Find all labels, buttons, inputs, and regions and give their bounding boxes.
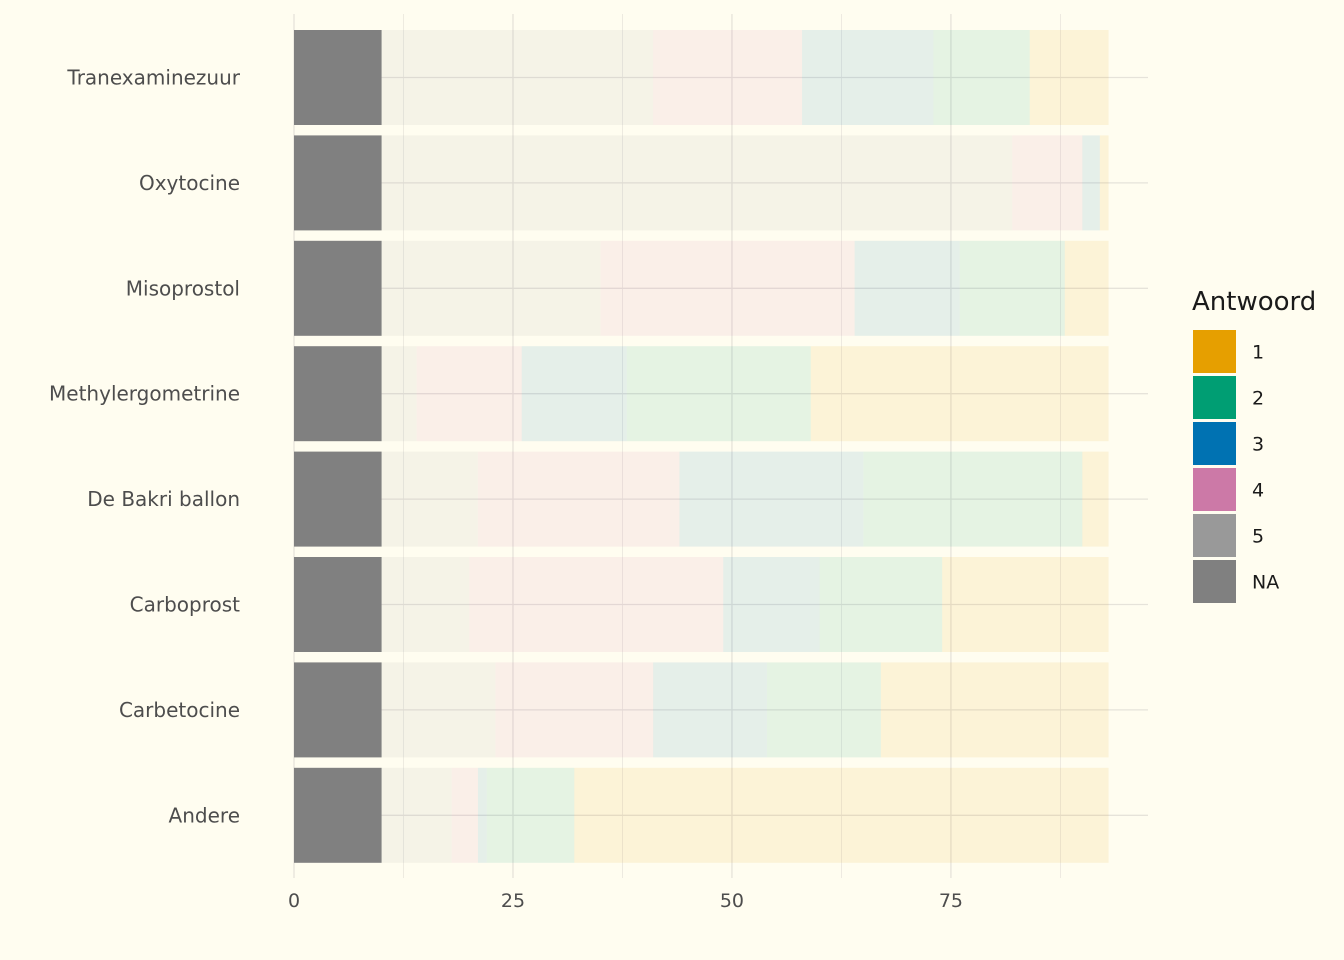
- y-tick-label-tranexaminezuur: Tranexaminezuur: [66, 66, 240, 90]
- legend-label-5: 5: [1252, 526, 1264, 548]
- bar-tranexaminezuur-1: [1029, 30, 1109, 125]
- bar-tranexaminezuur-4: [653, 30, 803, 125]
- x-tick-label-0: 0: [288, 890, 300, 912]
- bar-carboprost-2: [819, 557, 943, 652]
- bar-tranexaminezuur-2: [933, 30, 1030, 125]
- bar-misoprostol-1: [1064, 240, 1109, 336]
- bar-carboprost-4: [469, 557, 724, 652]
- bar-carboprost-na: [294, 557, 382, 652]
- y-axis: Tranexaminezuur Oxytocine Misoprostol Methy…: [49, 66, 241, 828]
- legend-label-4: 4: [1252, 480, 1264, 502]
- bar-oxytocine-5: [381, 135, 1013, 231]
- bar-de-bakri-ballon-5: [381, 451, 478, 547]
- y-tick-label-andere: Andere: [169, 803, 240, 827]
- legend-title: Antwoord: [1192, 287, 1316, 317]
- bar-carbetocine-2: [766, 662, 881, 758]
- bar-andere-4: [451, 767, 478, 863]
- bar-andere-5: [381, 767, 452, 863]
- bars: [294, 30, 1109, 863]
- bar-misoprostol-4: [600, 240, 855, 336]
- bar-methylergometrine-2: [626, 346, 811, 442]
- bar-andere-3: [477, 767, 487, 863]
- x-axis: 0 25 50 75: [288, 890, 963, 912]
- x-tick-label-75: 75: [939, 890, 963, 912]
- bar-andere-2: [486, 767, 575, 863]
- x-tick-label-25: 25: [501, 890, 525, 912]
- bar-methylergometrine-5: [381, 346, 417, 442]
- bar-oxytocine-4: [1012, 135, 1083, 231]
- y-tick-label-carbetocine: Carbetocine: [119, 698, 240, 722]
- legend-label-2: 2: [1252, 388, 1264, 410]
- legend-label-3: 3: [1252, 434, 1264, 456]
- grid-lines: [293, 14, 1148, 878]
- bar-methylergometrine-4: [416, 346, 522, 442]
- legend-key-3: [1193, 422, 1236, 465]
- bar-de-bakri-ballon-2: [863, 451, 1083, 547]
- bar-andere-1: [574, 767, 1109, 863]
- bar-misoprostol-na: [294, 240, 382, 336]
- legend-label-na: NA: [1252, 572, 1279, 594]
- bar-de-bakri-ballon-1: [1082, 451, 1109, 547]
- bar-carbetocine-4: [495, 662, 654, 758]
- bar-misoprostol-2: [959, 240, 1065, 336]
- legend-key-1: [1193, 330, 1236, 373]
- bar-methylergometrine-na: [294, 346, 382, 442]
- bar-methylergometrine-1: [810, 346, 1109, 442]
- bar-misoprostol-5: [381, 240, 601, 336]
- bar-tranexaminezuur-5: [381, 30, 654, 125]
- y-tick-label-misoprostol: Misoprostol: [126, 276, 240, 300]
- legend-key-5: [1193, 514, 1236, 557]
- bar-misoprostol-3: [854, 240, 960, 336]
- bar-oxytocine-na: [294, 135, 382, 231]
- legend-key-na: [1193, 560, 1236, 603]
- bar-de-bakri-ballon-3: [679, 451, 864, 547]
- bar-tranexaminezuur-3: [802, 30, 934, 125]
- y-tick-label-methylergometrine: Methylergometrine: [49, 382, 240, 406]
- bar-de-bakri-ballon-na: [294, 451, 382, 547]
- bar-carboprost-3: [723, 557, 820, 652]
- bar-de-bakri-ballon-4: [477, 451, 680, 547]
- y-tick-label-oxytocine: Oxytocine: [139, 171, 240, 195]
- y-tick-label-de-bakri-ballon: De Bakri ballon: [87, 487, 240, 511]
- bar-methylergometrine-3: [521, 346, 627, 442]
- legend-key-2: [1193, 376, 1236, 419]
- bar-oxytocine-1: [1099, 135, 1109, 231]
- bar-carbetocine-na: [294, 662, 382, 758]
- bar-carboprost-5: [381, 557, 470, 652]
- legend: Antwoord 1 2 3 4 5 NA: [1192, 287, 1316, 603]
- bar-tranexaminezuur-na: [294, 30, 382, 125]
- legend-label-1: 1: [1252, 342, 1264, 364]
- bar-carbetocine-5: [381, 662, 496, 758]
- bar-andere-na: [294, 767, 382, 863]
- bar-oxytocine-3: [1082, 135, 1100, 231]
- legend-key-4: [1193, 468, 1236, 511]
- bar-carbetocine-3: [653, 662, 767, 758]
- y-tick-label-carboprost: Carboprost: [130, 593, 241, 617]
- bar-carbetocine-1: [880, 662, 1109, 758]
- x-tick-label-50: 50: [720, 890, 744, 912]
- bar-carboprost-1: [942, 557, 1109, 652]
